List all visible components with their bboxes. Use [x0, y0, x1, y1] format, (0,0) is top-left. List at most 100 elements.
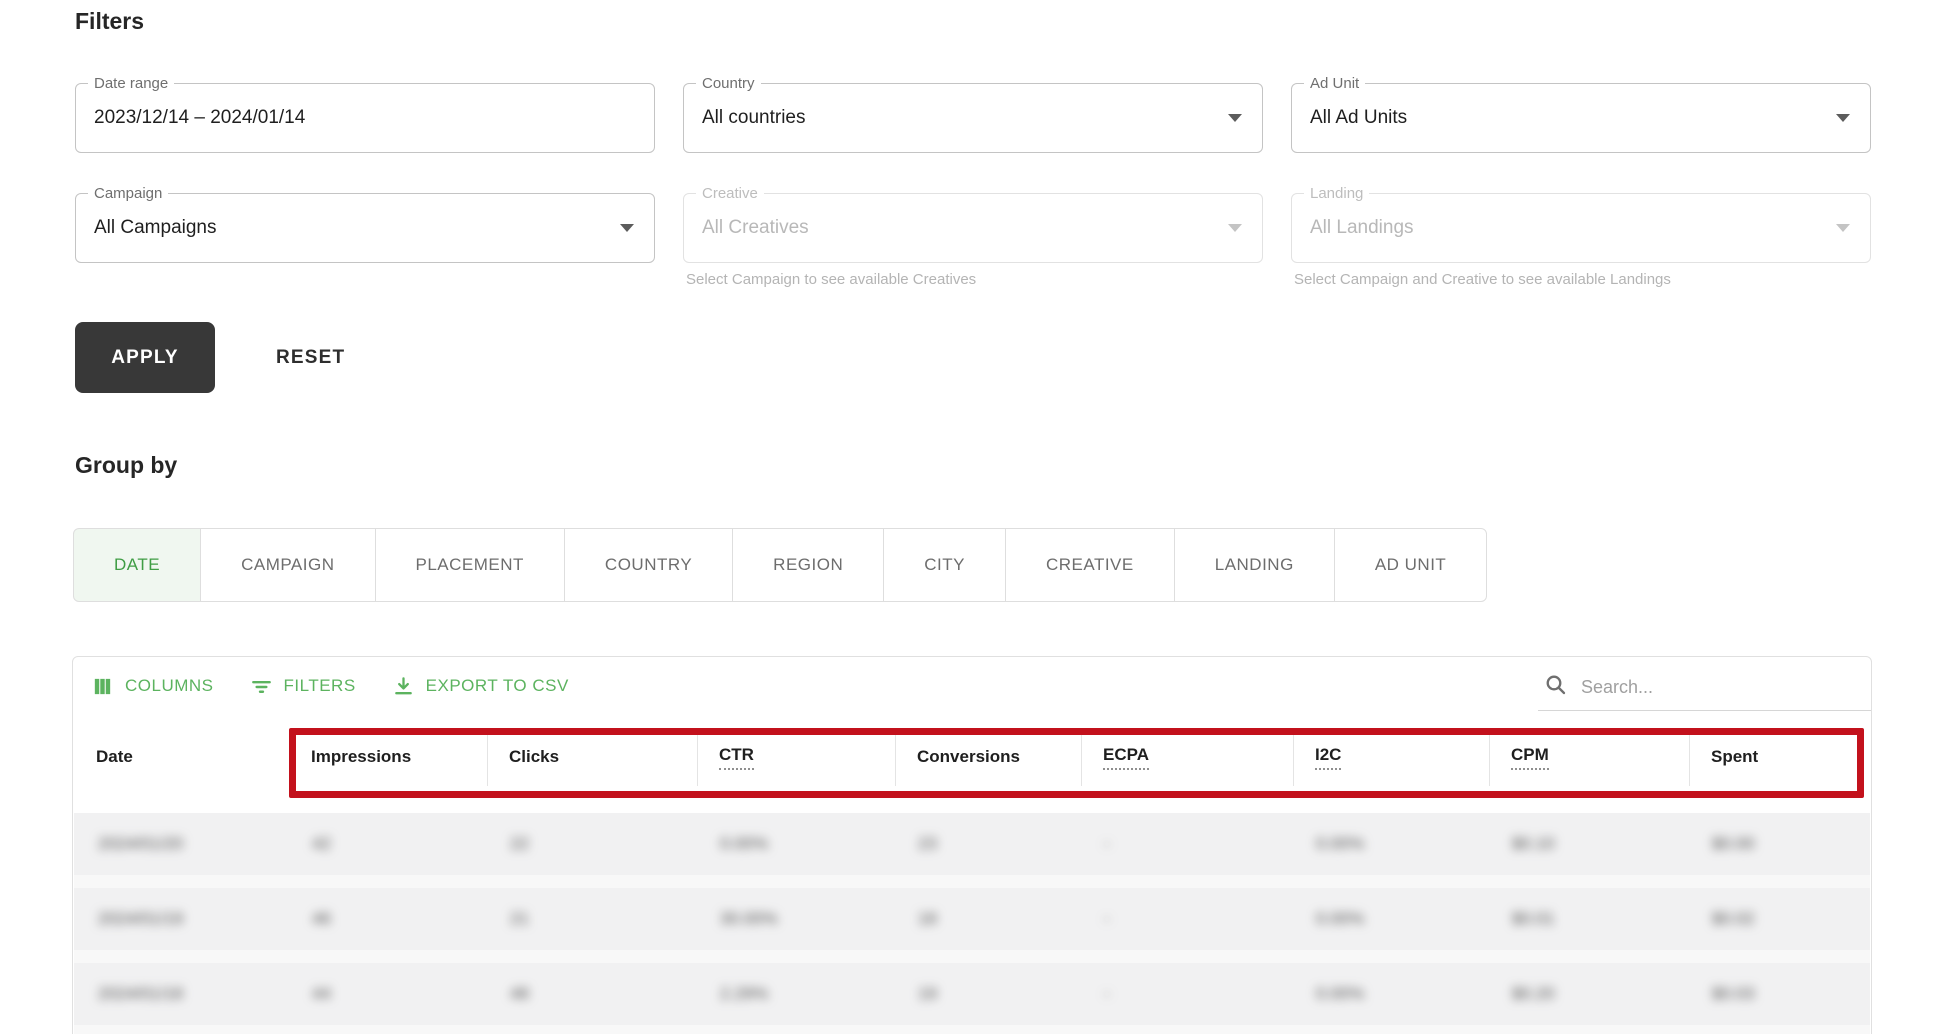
table-cell-conversions: 19	[918, 984, 937, 1003]
table-cell-i2c: 0.00%	[1316, 984, 1365, 1003]
column-header-cpm[interactable]: CPM	[1489, 713, 1689, 801]
tab-date[interactable]: DATE	[73, 528, 202, 602]
table-cell-ecpa: -	[1104, 834, 1110, 853]
field-value: All Landings	[1310, 217, 1414, 238]
field-creative: Creative All Creatives Select Campaign to …	[683, 184, 1263, 288]
columns-button-label: COLUMNS	[125, 676, 214, 695]
table-search	[1538, 665, 1871, 711]
tab-creative[interactable]: CREATIVE	[1004, 528, 1175, 602]
tab-city[interactable]: CITY	[883, 528, 1006, 602]
field-ad-unit[interactable]: Ad Unit All Ad Units	[1291, 74, 1871, 153]
field-helper-text: Select Campaign to see available Creativ…	[686, 271, 977, 288]
column-header-label: CTR	[719, 745, 754, 770]
table-cell-spent: $0.02	[1712, 909, 1755, 928]
table-cell-conversions: 23	[918, 834, 937, 853]
column-header-label: CPM	[1511, 745, 1549, 770]
tab-region[interactable]: REGION	[732, 528, 885, 602]
dropdown-arrow-icon	[1228, 114, 1242, 122]
field-value: All countries	[702, 107, 806, 128]
table-cell-impressions: 42	[312, 834, 331, 853]
dropdown-arrow-icon	[1836, 224, 1850, 232]
dropdown-arrow-icon	[1836, 114, 1850, 122]
table-cell-clicks: 48	[510, 984, 529, 1003]
table-cell-clicks: 21	[510, 909, 529, 928]
table-cell-i2c: 0.00%	[1316, 834, 1365, 853]
table-cell-cpm: $0.20	[1512, 984, 1555, 1003]
column-header-label: Spent	[1711, 747, 1759, 766]
filters-button[interactable]: FILTERS	[250, 675, 356, 698]
columns-button[interactable]: COLUMNS	[91, 675, 214, 698]
field-label: Ad Unit	[1304, 74, 1366, 94]
dropdown-arrow-icon	[620, 224, 634, 232]
field-helper-text: Select Campaign and Creative to see avai…	[1294, 271, 1671, 288]
export-csv-button-label: EXPORT TO CSV	[425, 676, 569, 695]
table-cell-i2c: 0.00%	[1316, 909, 1365, 928]
search-icon	[1544, 673, 1568, 702]
table-row: 2024/01/19 46 21 30.00% 18 - 0.00% $0.01 $0.02	[74, 888, 1870, 950]
tab-landing[interactable]: LANDING	[1173, 528, 1335, 602]
reset-button[interactable]: RESET	[252, 322, 369, 393]
table-row: 2024/01/18 44 48 2.29% 19 - 0.00% $0.20 $0.03	[74, 963, 1870, 1025]
column-header-date[interactable]: Date	[73, 713, 289, 801]
table-cell-cpm: $0.01	[1512, 909, 1555, 928]
tab-country[interactable]: COUNTRY	[563, 528, 734, 602]
table-cell-ctr: 30.00%	[720, 909, 778, 928]
table-cell-date: 2024/01/19	[98, 909, 184, 928]
field-label: Country	[696, 74, 761, 94]
table-toolbar: COLUMNS FILTERS EXPORT TO CSV	[73, 657, 1871, 715]
table-cell-impressions: 44	[312, 984, 331, 1003]
column-header-clicks[interactable]: Clicks	[487, 713, 697, 801]
column-header-label: Impressions	[311, 747, 412, 766]
field-label: Date range	[88, 74, 175, 94]
column-header-label: Date	[96, 747, 133, 766]
results-table-card: COLUMNS FILTERS EXPORT TO CSV	[72, 656, 1872, 1034]
table-cell-ecpa: -	[1104, 909, 1110, 928]
tab-ad-unit[interactable]: AD UNIT	[1333, 528, 1488, 602]
field-value: All Ad Units	[1310, 107, 1408, 128]
filters-heading: Filters	[75, 8, 145, 34]
table-cell-spent: $0.00	[1712, 834, 1755, 853]
table-cell-spent: $0.03	[1712, 984, 1755, 1003]
table-cell-clicks: 22	[510, 834, 529, 853]
field-country[interactable]: Country All countries	[683, 74, 1263, 153]
field-label: Campaign	[88, 184, 169, 204]
field-campaign[interactable]: Campaign All Campaigns	[75, 184, 655, 263]
group-by-tabs: DATE CAMPAIGN PLACEMENT COUNTRY REGION CITY CR…	[73, 528, 1488, 602]
table-cell-date: 2024/01/18	[98, 984, 184, 1003]
filters-button-label: FILTERS	[283, 676, 356, 695]
table-cell-ctr: 2.29%	[720, 984, 769, 1003]
field-date-range[interactable]: Date range 2023/12/14 – 2024/01/14	[75, 74, 655, 153]
table-header-row: Date Impressions Clicks CTR Conversions ECPA I…	[73, 713, 1871, 801]
table-cell-ctr: 0.00%	[720, 834, 769, 853]
column-header-label: Clicks	[509, 747, 560, 766]
field-label: Landing	[1304, 184, 1370, 204]
field-label: Creative	[696, 184, 764, 204]
download-icon	[392, 675, 415, 698]
table-cell-impressions: 46	[312, 909, 331, 928]
table-cell-conversions: 18	[918, 909, 937, 928]
filter-list-icon	[250, 675, 273, 698]
column-header-conversions[interactable]: Conversions	[895, 713, 1081, 801]
tab-placement[interactable]: PLACEMENT	[374, 528, 565, 602]
apply-button[interactable]: APPLY	[75, 322, 215, 393]
column-header-label: ECPA	[1103, 745, 1149, 770]
column-header-label: I2C	[1315, 745, 1342, 770]
column-header-i2c[interactable]: I2C	[1293, 713, 1489, 801]
column-header-ctr[interactable]: CTR	[697, 713, 895, 801]
search-input[interactable]	[1581, 677, 1865, 698]
table-cell-cpm: $0.10	[1512, 834, 1555, 853]
table-cell-ecpa: -	[1104, 984, 1110, 1003]
field-value: All Campaigns	[94, 217, 217, 238]
field-value: All Creatives	[702, 217, 809, 238]
column-header-impressions[interactable]: Impressions	[289, 713, 487, 801]
tab-campaign[interactable]: CAMPAIGN	[200, 528, 376, 602]
export-csv-button[interactable]: EXPORT TO CSV	[392, 675, 569, 698]
field-landing: Landing All Landings Select Campaign and C…	[1291, 184, 1871, 288]
columns-icon	[91, 675, 114, 698]
column-header-spent[interactable]: Spent	[1689, 713, 1864, 801]
table-cell-date: 2024/01/20	[98, 834, 184, 853]
table-row: 2024/01/20 42 22 0.00% 23 - 0.00% $0.10 $0.00	[74, 813, 1870, 875]
column-header-ecpa[interactable]: ECPA	[1081, 713, 1293, 801]
dropdown-arrow-icon	[1228, 224, 1242, 232]
